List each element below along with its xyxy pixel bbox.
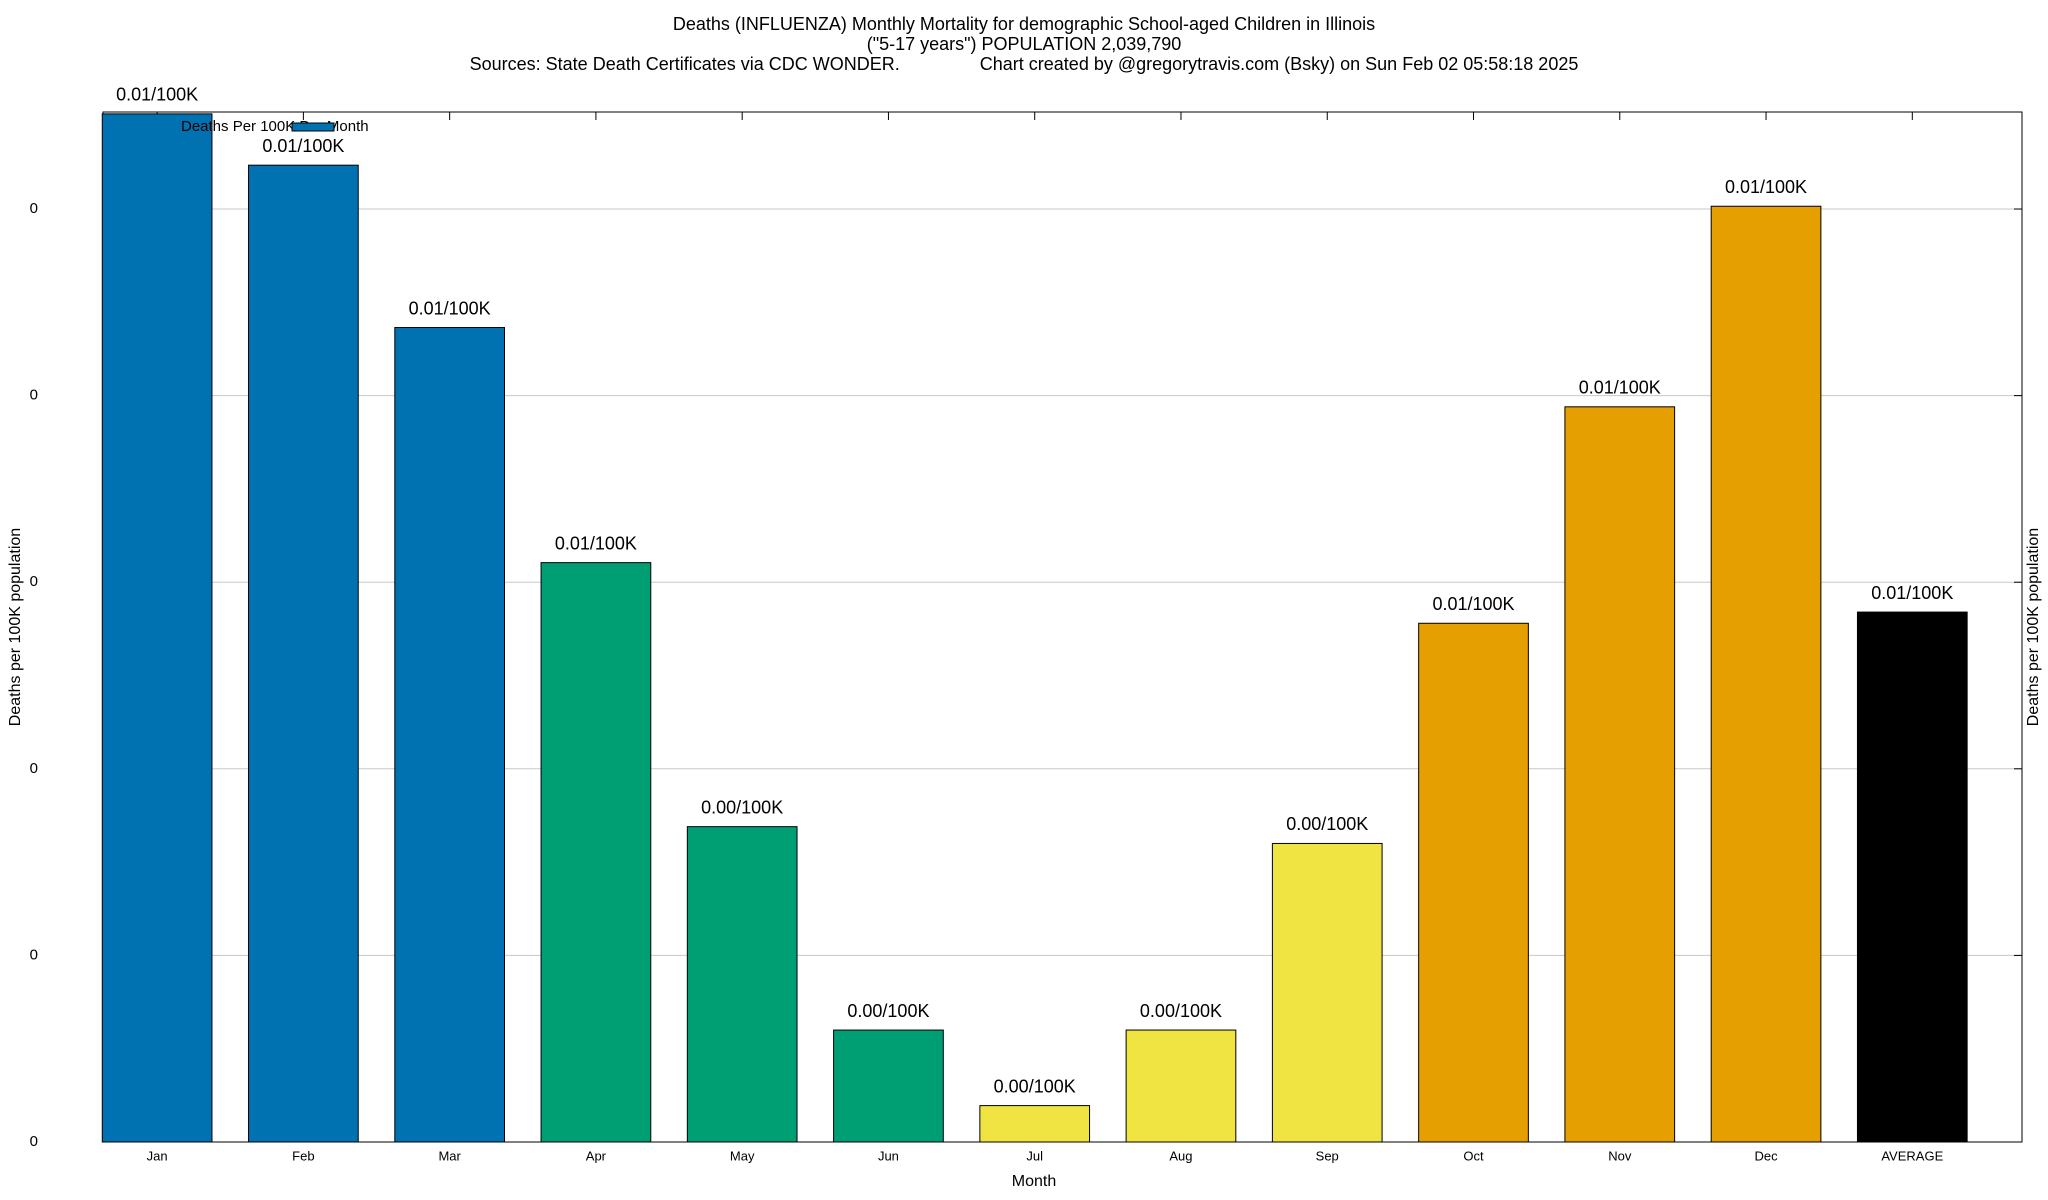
value-label: 0.01/100K	[1432, 594, 1514, 614]
value-label: 0.01/100K	[262, 136, 344, 156]
x-tick-label: Jul	[1026, 1148, 1043, 1163]
value-label: 0.00/100K	[847, 1001, 929, 1021]
y-axis-label: Deaths per 100K population	[7, 528, 24, 726]
bar	[833, 1029, 944, 1143]
value-label: 0.00/100K	[701, 797, 783, 817]
x-tick-label: Aug	[1169, 1148, 1192, 1163]
value-label: 0.01/100K	[1871, 583, 1953, 603]
legend-label: Deaths Per 100K Per Month	[181, 118, 369, 135]
value-label: 0.01/100K	[409, 298, 491, 318]
x-tick-label: AVERAGE	[1881, 1148, 1943, 1163]
value-label: 0.01/100K	[1579, 378, 1661, 398]
y2-axis-label: Deaths per 100K population	[2025, 528, 2042, 726]
x-axis-label: Month	[1012, 1173, 1056, 1190]
bar	[1271, 842, 1383, 1143]
x-tick-label: Oct	[1463, 1148, 1484, 1163]
x-tick-label: Jun	[878, 1148, 899, 1163]
chart-title: Deaths (INFLUENZA) Monthly Mortality for…	[673, 14, 1375, 34]
value-label: 0.00/100K	[1140, 1001, 1222, 1021]
bar	[686, 826, 798, 1143]
value-label: 0.00/100K	[1286, 814, 1368, 834]
x-tick-label: Feb	[292, 1148, 314, 1163]
bar	[1418, 622, 1529, 1143]
x-tick-label: Apr	[586, 1148, 607, 1163]
y-tick-label: 0	[30, 387, 38, 404]
bar	[1564, 406, 1676, 1143]
value-label: 0.00/100K	[994, 1076, 1076, 1096]
value-label: 0.01/100K	[116, 85, 198, 105]
x-tick-label: Dec	[1754, 1148, 1778, 1163]
value-label: 0.01/100K	[555, 533, 637, 553]
bar	[1856, 611, 1968, 1143]
bar	[540, 562, 652, 1143]
bar	[248, 164, 359, 1143]
y-tick-label: 0	[30, 573, 38, 590]
y-tick-label: 0	[30, 200, 38, 217]
legend-swatch	[291, 122, 335, 132]
bar	[101, 113, 213, 1143]
x-tick-label: Nov	[1608, 1148, 1632, 1163]
bar	[1710, 205, 1822, 1143]
x-tick-label: Sep	[1316, 1148, 1339, 1163]
chart-subtitle: ("5-17 years") POPULATION 2,039,790	[867, 34, 1182, 54]
y-tick-label: 0	[30, 760, 38, 777]
y-tick-label: 0	[30, 1133, 38, 1150]
value-label: 0.01/100K	[1725, 177, 1807, 197]
y-tick-label: 0	[30, 946, 38, 963]
x-tick-label: Jan	[147, 1148, 168, 1163]
chart-source: Sources: State Death Certificates via CD…	[470, 54, 1579, 74]
x-tick-label: May	[730, 1148, 755, 1163]
x-tick-label: Mar	[438, 1148, 461, 1163]
bar	[394, 327, 505, 1143]
bar	[979, 1105, 1091, 1143]
bar	[1125, 1029, 1237, 1143]
